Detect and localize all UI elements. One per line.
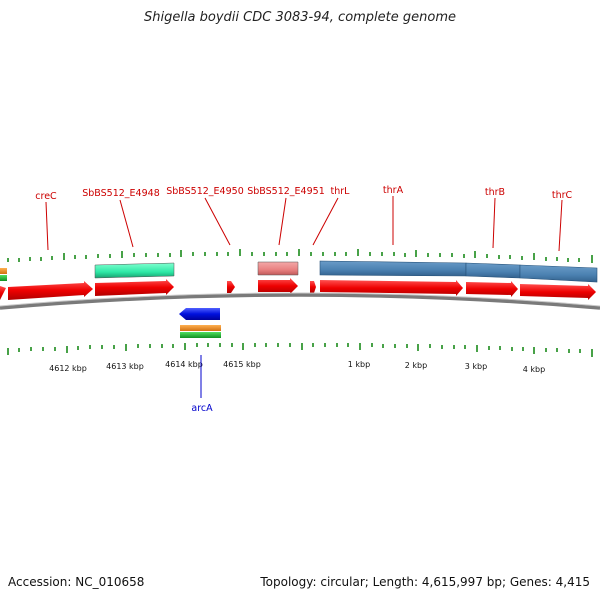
gene-label-thrC: thrC xyxy=(552,190,573,201)
gene-label-thrB: thrB xyxy=(485,187,505,198)
label-leaders xyxy=(45,196,563,252)
scale-label: 4 kbp xyxy=(523,365,545,374)
scale-label: 3 kbp xyxy=(465,362,487,371)
feature-track xyxy=(94,260,598,283)
forward-strand-genes xyxy=(0,278,596,300)
gene-label-arcA: arcA xyxy=(191,403,213,414)
scale-label: 2 kbp xyxy=(405,361,427,370)
lower-tick-ring xyxy=(7,343,593,357)
gene-label-creC: creC xyxy=(35,191,57,202)
scale-label: 1 kbp xyxy=(348,360,370,369)
genome-backbone xyxy=(0,293,600,310)
scale-label: 4615 kbp xyxy=(223,360,261,369)
genome-title: Shigella boydii CDC 3083-94, complete ge… xyxy=(143,10,457,25)
gene-label-SbBS512-E4950: SbBS512_E4950 xyxy=(166,186,244,197)
scale-label: 4613 kbp xyxy=(106,362,144,371)
gene-label-SbBS512-E4948: SbBS512_E4948 xyxy=(82,188,160,199)
gene-label-thrL: thrL xyxy=(331,186,351,197)
scale-label: 4612 kbp xyxy=(49,364,87,373)
scale-label: 4614 kbp xyxy=(165,360,203,369)
accession-text: Accession: NC_010658 xyxy=(8,575,145,589)
genome-summary-text: Topology: circular; Length: 4,615,997 bp… xyxy=(260,575,590,589)
edge-features-left xyxy=(0,268,7,281)
reverse-strand-genes xyxy=(179,308,221,338)
gene-label-thrA: thrA xyxy=(383,185,404,196)
gene-label-SbBS512-E4951: SbBS512_E4951 xyxy=(247,186,325,197)
scale-labels: 4612 kbp 4613 kbp 4614 kbp 4615 kbp 1 kb… xyxy=(49,360,545,374)
upper-tick-ring xyxy=(7,249,593,263)
gene-labels: creC SbBS512_E4948 SbBS512_E4950 SbBS512… xyxy=(35,185,572,414)
